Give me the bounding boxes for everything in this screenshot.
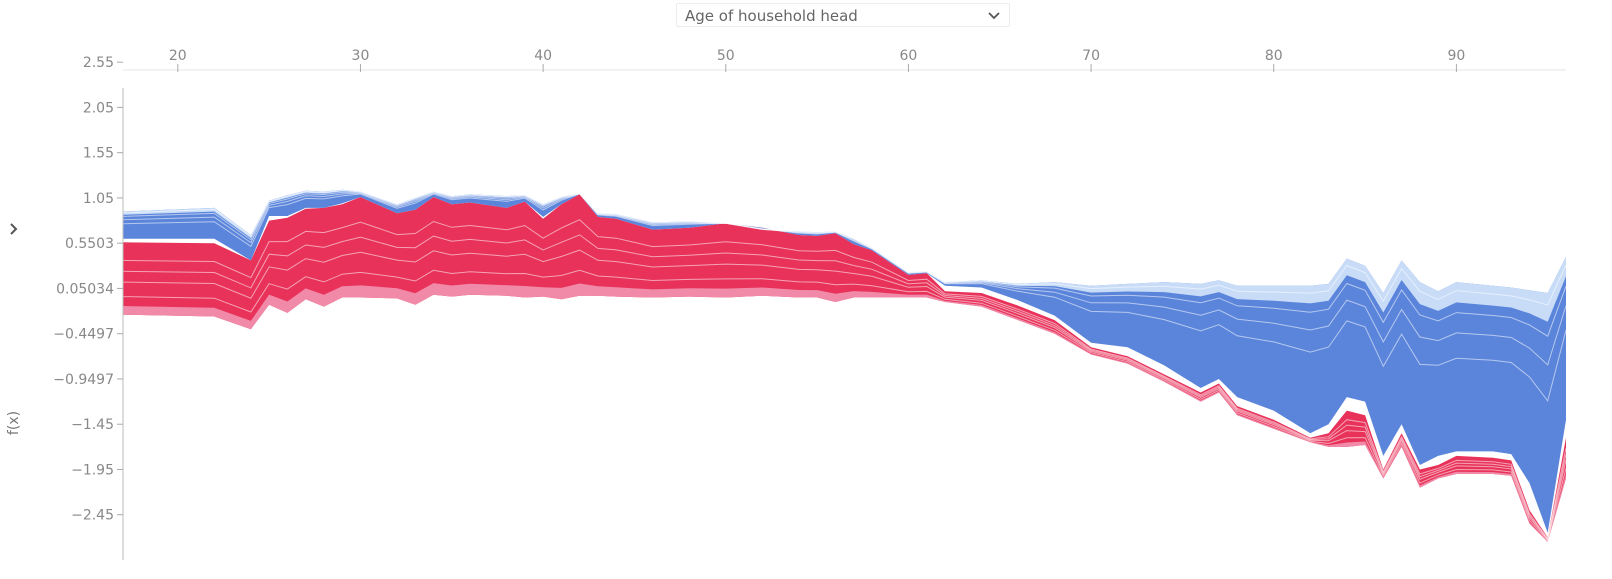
positive-band-line	[122, 219, 1567, 540]
y-tick-label: 0.05034	[56, 281, 114, 297]
feature-select-value: Age of household head	[685, 7, 858, 25]
x-tick-label: 80	[1265, 48, 1283, 64]
positive-band-line	[122, 269, 1567, 542]
x-tick-label: 50	[717, 48, 735, 64]
x-tick-label: 90	[1447, 48, 1465, 64]
x-tick-label: 40	[534, 48, 552, 64]
plot-areas	[123, 189, 1566, 542]
negative-area-light	[123, 189, 1566, 322]
y-tick-label: 0.5503	[65, 236, 114, 252]
chevron-right-icon	[0, 223, 28, 244]
y-axis: 2.55 2.05 1.55 1.05 0.5503 0.05034 −0.4497 −0.9…	[53, 55, 124, 560]
negative-band-line	[122, 189, 1567, 306]
y-axis-label: f(x)	[6, 410, 23, 436]
negative-band-line	[122, 191, 1567, 337]
y-tick-label: −1.95	[71, 462, 114, 478]
negative-band-line	[122, 192, 1567, 366]
positive-band-line	[122, 234, 1567, 541]
negative-band-line	[122, 193, 1567, 403]
feature-select-dropdown[interactable]: Age of household head	[676, 3, 1010, 27]
negative-area	[123, 189, 1566, 533]
y-tick-label: 1.55	[83, 146, 114, 162]
x-tick-label: 20	[169, 48, 187, 64]
y-tick-label: −2.45	[71, 508, 114, 524]
y-tick-label: −0.4497	[53, 327, 114, 343]
x-tick-label: 30	[352, 48, 370, 64]
y-tick-label: 2.05	[83, 100, 114, 116]
y-tick-label: −1.45	[71, 417, 114, 433]
y-tick-label: −0.9497	[53, 372, 114, 388]
chevron-down-icon	[987, 8, 1001, 27]
positive-band-line	[122, 249, 1567, 542]
side-panel-toggle[interactable]	[0, 218, 28, 240]
y-tick-label: 2.55	[83, 55, 114, 71]
y-tick-label: 1.05	[83, 191, 114, 207]
x-axis: 20 30 40 50 60 70 80 90	[123, 48, 1566, 72]
plot-bands	[122, 189, 1567, 542]
x-tick-label: 70	[1082, 48, 1100, 64]
x-tick-label: 60	[900, 48, 918, 64]
positive-area	[123, 194, 1566, 542]
